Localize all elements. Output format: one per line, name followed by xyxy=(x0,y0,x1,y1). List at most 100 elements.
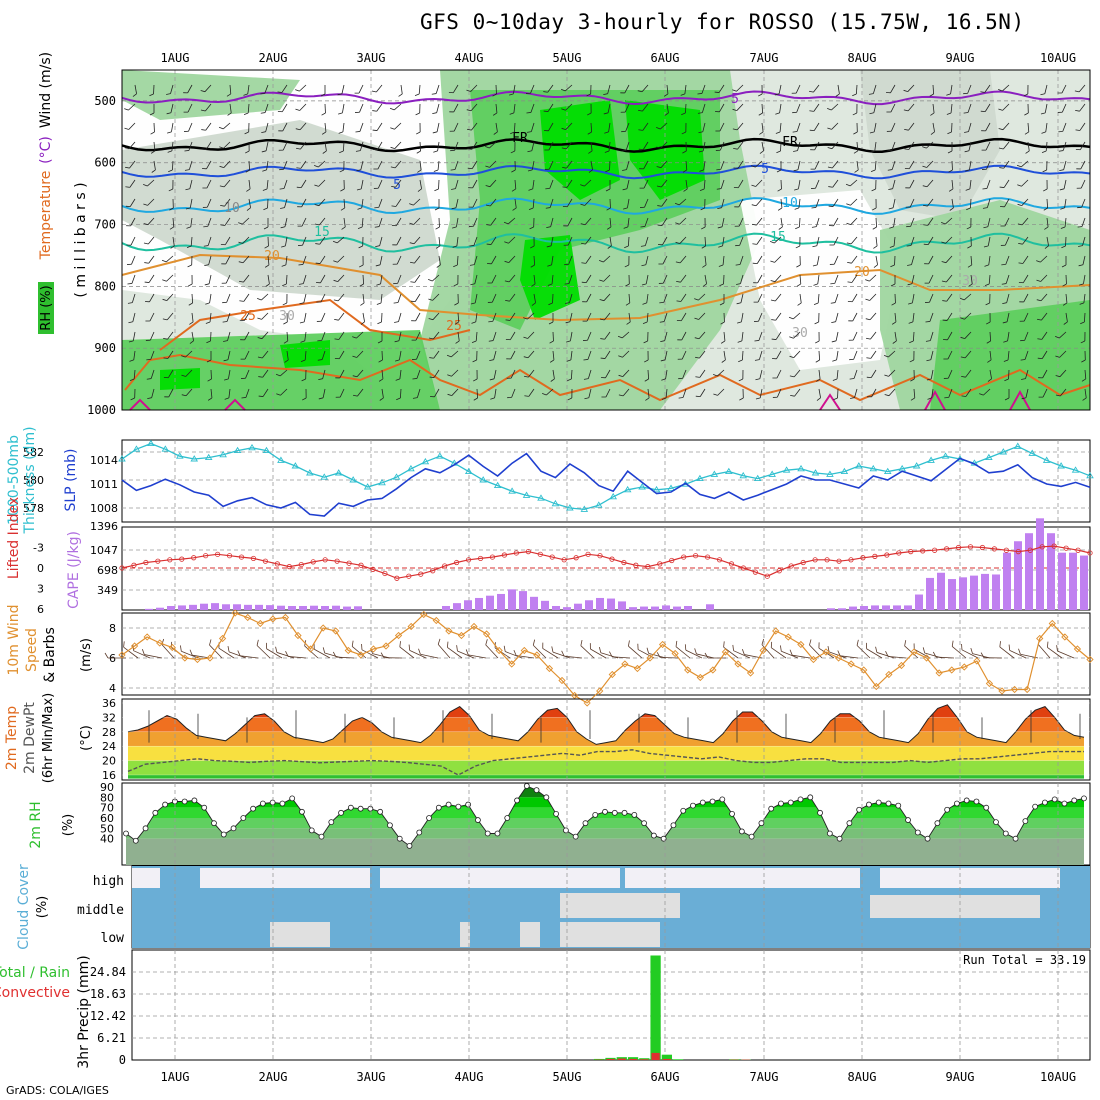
barb-flag xyxy=(317,359,323,361)
barb-flag xyxy=(296,167,301,169)
barb-staff xyxy=(286,350,289,360)
wind10-marker xyxy=(709,666,717,674)
wind-barb xyxy=(489,369,497,381)
barb-staff xyxy=(134,84,137,94)
barb-staff xyxy=(1062,141,1067,151)
barb-flag xyxy=(623,207,628,210)
wind10-barb-staff xyxy=(612,656,631,659)
barb-staff xyxy=(490,236,497,245)
wind-barb xyxy=(224,388,231,400)
barb-staff xyxy=(322,369,326,379)
wind-barb xyxy=(547,255,554,267)
wind-barb xyxy=(599,255,611,263)
wind-barb xyxy=(487,293,497,303)
wind-barb xyxy=(848,331,858,341)
wind-barb xyxy=(719,294,725,306)
barb-staff xyxy=(1004,198,1010,207)
barb-flag xyxy=(334,318,339,321)
barb-staff xyxy=(338,331,345,340)
wind-barb xyxy=(493,122,498,135)
li-tick-label: 3 xyxy=(37,583,44,596)
wind-barb xyxy=(702,255,707,268)
barb-flag xyxy=(981,168,987,170)
wind10-barb-staff xyxy=(336,656,355,659)
barb-flag xyxy=(699,188,705,191)
barb-flag xyxy=(943,358,948,360)
wind-barb xyxy=(833,388,839,401)
wind-barb xyxy=(660,350,668,362)
barb-flag xyxy=(677,339,682,341)
wind-barb xyxy=(639,198,649,208)
barb-staff xyxy=(926,160,934,168)
barb-flag xyxy=(866,376,872,379)
wind10-barb xyxy=(104,652,126,659)
wind-barb xyxy=(546,217,554,228)
barb-staff xyxy=(946,274,953,283)
barb-staff xyxy=(147,198,155,206)
wind-barb xyxy=(507,388,516,399)
rh-marker xyxy=(123,830,129,837)
li-marker xyxy=(203,553,209,559)
barb-flag xyxy=(1075,129,1081,131)
barb-flag xyxy=(510,131,515,135)
wind-barb xyxy=(504,274,516,283)
precip-bar xyxy=(672,1059,684,1060)
li-marker xyxy=(812,557,818,563)
wind-barb xyxy=(485,179,497,188)
barb-flag xyxy=(1002,321,1008,324)
barb-staff xyxy=(394,141,402,149)
barb-flag xyxy=(753,301,759,303)
wind10-barb-flag xyxy=(922,647,926,654)
barb-staff xyxy=(1040,255,1048,263)
wind-barb xyxy=(622,160,630,171)
barb-staff xyxy=(736,84,744,92)
wind-barb xyxy=(694,312,706,320)
barb-flag xyxy=(202,206,208,208)
wind-barb xyxy=(873,236,878,249)
barb-staff xyxy=(318,179,326,187)
li-marker xyxy=(418,571,424,577)
barb-staff xyxy=(587,331,592,341)
barb-flag xyxy=(1001,283,1007,285)
wind-barb xyxy=(473,388,479,401)
wind-barb xyxy=(1040,103,1048,115)
barb-staff xyxy=(167,350,174,359)
barb-staff xyxy=(413,236,421,245)
barb-staff xyxy=(187,103,193,113)
barb-flag xyxy=(449,111,454,113)
barb-staff xyxy=(892,179,896,189)
wind-barb xyxy=(623,217,630,229)
barb-flag xyxy=(639,187,645,189)
wind10-marker xyxy=(1023,685,1031,694)
thickness-marker xyxy=(782,466,791,473)
wind10-barb-flag xyxy=(770,641,773,648)
wind-barb xyxy=(751,179,763,187)
barb-flag xyxy=(889,226,894,229)
wind-barb xyxy=(163,369,174,379)
barb-staff xyxy=(740,293,744,303)
wind-barb xyxy=(772,369,782,379)
barb-staff xyxy=(513,122,516,133)
barb-flag xyxy=(738,378,744,382)
barb-staff xyxy=(645,255,649,265)
barb-staff xyxy=(586,293,592,303)
barb-staff xyxy=(588,388,592,398)
barb-flag xyxy=(736,283,741,285)
wind-barb xyxy=(695,369,706,378)
barb-flag xyxy=(732,89,737,92)
barb-flag xyxy=(827,166,833,169)
barb-flag xyxy=(320,93,326,97)
wind-barb xyxy=(145,331,155,341)
barb-staff xyxy=(511,388,516,398)
barb-staff xyxy=(967,103,972,113)
barb-flag xyxy=(637,109,643,112)
wind-barb xyxy=(1076,179,1086,189)
barb-staff xyxy=(835,331,839,341)
barb-flag xyxy=(220,224,226,226)
wind-barb xyxy=(946,84,953,96)
li-marker xyxy=(179,556,185,562)
barb-flag xyxy=(847,300,853,303)
barb-flag xyxy=(904,167,910,170)
li-marker xyxy=(693,553,699,559)
barb-flag xyxy=(466,109,472,112)
